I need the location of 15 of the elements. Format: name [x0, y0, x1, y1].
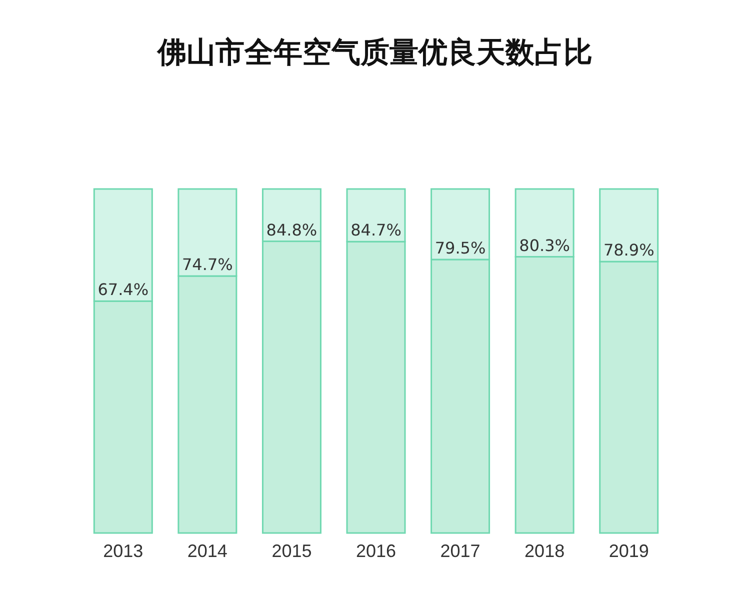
x-tick-label: 2019 — [608, 541, 649, 561]
chart-title: 佛山市全年空气质量优良天数占比 — [156, 35, 592, 69]
x-tick-label: 2016 — [356, 541, 396, 561]
data-label: 84.7% — [350, 220, 402, 240]
data-label: 79.5% — [434, 238, 486, 258]
data-label: 84.8% — [266, 220, 318, 240]
x-tick-label: 2017 — [440, 541, 480, 561]
data-label: 78.9% — [603, 240, 654, 260]
data-label: 80.3% — [519, 236, 570, 255]
x-tick-label: 2015 — [272, 541, 312, 561]
x-tick-label: 2018 — [524, 541, 565, 561]
x-tick-label: 2014 — [187, 541, 228, 561]
data-label: 74.7% — [182, 255, 233, 274]
x-tick-label: 2013 — [103, 541, 144, 561]
data-label: 67.4% — [98, 280, 149, 300]
